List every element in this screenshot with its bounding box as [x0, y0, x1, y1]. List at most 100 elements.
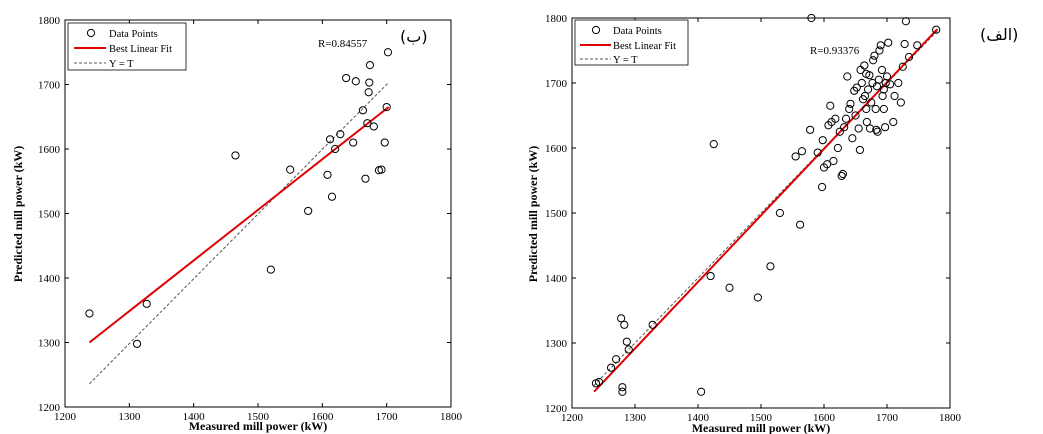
data-point: [142, 299, 151, 308]
data-point: [648, 320, 657, 329]
x-tick-label: 1800: [939, 412, 962, 424]
y-tick-label: 1600: [545, 143, 568, 155]
data-point: [854, 124, 863, 133]
data-point: [843, 72, 852, 81]
chart-panel-alef: 1200 1300 1400 1500 1600 1700 1800 1200 1300 140…: [526, 13, 1018, 434]
data-point: [617, 314, 626, 323]
data-point: [620, 320, 629, 329]
x-tick-label: 1500: [750, 412, 773, 424]
y-tick-label: 1300: [545, 338, 568, 350]
data-point: [336, 130, 345, 139]
data-point: [862, 117, 871, 127]
data-point: [881, 78, 890, 88]
data-point: [873, 127, 882, 136]
data-point: [618, 387, 627, 396]
chart-panel-b: 1200 1300 1400 1500 1600 1700 1800 1200 1300 140…: [11, 15, 463, 433]
data-point: [331, 144, 340, 154]
legend-entry-best-fit: Best Linear Fit: [613, 41, 676, 52]
data-point: [383, 48, 393, 57]
data-point: [365, 61, 375, 70]
best-fit-line: [88, 106, 390, 344]
data-point: [351, 77, 360, 86]
data-point: [818, 182, 827, 192]
data-point: [838, 169, 848, 179]
data-point: [904, 52, 914, 62]
data-point: [806, 125, 815, 134]
data-point: [361, 174, 370, 183]
data-point: [85, 309, 94, 318]
data-point: [869, 56, 878, 65]
data-point: [364, 88, 373, 97]
data-point: [766, 262, 775, 271]
data-point: [867, 98, 876, 107]
data-point: [323, 170, 332, 179]
data-point: [855, 145, 865, 155]
data-point: [342, 73, 351, 83]
data-point: [382, 102, 391, 112]
x-tick-label: 1200: [54, 411, 77, 423]
data-point: [813, 148, 822, 157]
data-point: [860, 61, 869, 70]
y-tick-label: 1500: [38, 209, 61, 221]
data-point: [286, 165, 295, 174]
data-point: [327, 192, 337, 201]
y-axis-ticks: 1200 1300 1400 1500 1600 1700 1800: [545, 13, 950, 415]
data-point: [877, 65, 887, 75]
data-point: [791, 152, 800, 161]
data-point: [706, 271, 715, 281]
x-tick-label: 1800: [440, 411, 463, 423]
legend-marker-points: [591, 25, 601, 35]
identity-line-group: [89, 82, 389, 385]
y-tick-label: 1200: [38, 402, 61, 414]
y-tick-label: 1400: [545, 273, 568, 285]
y-axis-ticks: 1200 1300 1400 1500 1600 1700 1800: [38, 15, 451, 414]
x-tick-label: 1300: [118, 411, 141, 423]
data-point: [618, 383, 627, 392]
data-point: [349, 138, 358, 147]
legend-entry-data-points: Data Points: [109, 29, 158, 40]
data-point: [363, 119, 372, 128]
x-tick-label: 1300: [624, 412, 647, 424]
legend: Data Points Best Linear Fit Y = T: [574, 19, 689, 66]
data-point: [624, 345, 633, 354]
data-point: [896, 98, 905, 107]
y-tick-label: 1700: [545, 78, 568, 90]
data-point: [304, 206, 313, 216]
data-point: [901, 17, 911, 26]
data-point: [840, 123, 849, 132]
y-tick-label: 1800: [38, 15, 61, 27]
x-tick-label: 1700: [876, 412, 899, 424]
x-axis-ticks: 1200 1300 1400 1500 1600 1700 1800: [54, 20, 463, 423]
data-point: [132, 339, 142, 348]
plot-frame: [64, 19, 452, 408]
data-point: [826, 101, 835, 110]
y-tick-label: 1300: [38, 338, 61, 350]
legend-marker-points: [86, 28, 96, 38]
data-point: [875, 46, 884, 55]
x-tick-label: 1400: [183, 411, 206, 423]
identity-line: [89, 82, 389, 385]
data-point: [872, 125, 881, 134]
y-tick-label: 1500: [545, 208, 568, 220]
data-point: [878, 91, 887, 101]
data-point: [829, 156, 838, 166]
data-point: [753, 293, 762, 302]
data-point: [860, 91, 870, 101]
data-point: [606, 363, 616, 372]
data-point: [864, 85, 873, 94]
legend-entry-y-equals-t: Y = T: [613, 55, 638, 66]
data-point: [266, 265, 275, 274]
data-point: [594, 377, 604, 387]
data-point: [879, 104, 888, 114]
data-point: [865, 124, 875, 133]
data-point: [890, 91, 899, 101]
data-point: [857, 78, 866, 88]
legend: Data Points Best Linear Fit Y = T: [67, 22, 187, 71]
data-point: [833, 143, 842, 153]
data-points-group: [591, 13, 941, 396]
data-point: [851, 111, 860, 120]
data-point: [882, 72, 892, 81]
y-tick-label: 1200: [545, 403, 568, 415]
data-point: [852, 83, 861, 92]
